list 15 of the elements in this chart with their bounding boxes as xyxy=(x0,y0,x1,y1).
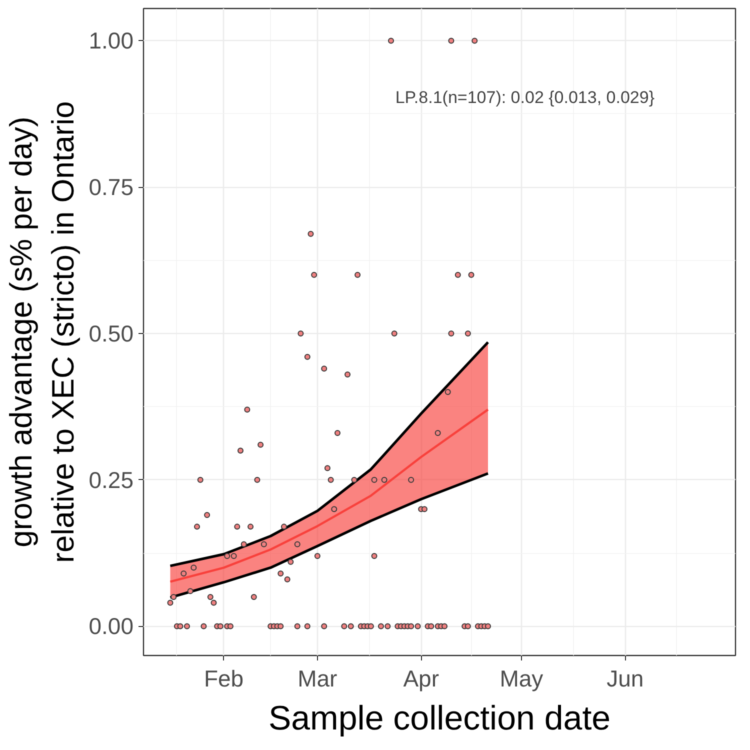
x-tick-label: Mar xyxy=(298,666,338,692)
x-tick-label: May xyxy=(500,666,544,692)
x-tick-label: Apr xyxy=(403,666,440,692)
x-tick-label: Jun xyxy=(606,666,644,692)
x-axis-title: Sample collection date xyxy=(268,700,611,738)
y-tick-label: 0.25 xyxy=(88,466,134,493)
y-tick-label: 1.00 xyxy=(88,28,134,54)
y-tick-label: 0.50 xyxy=(88,320,134,346)
x-tick-label: Feb xyxy=(204,666,244,692)
line-series xyxy=(168,472,490,599)
y-tick-label: 0.75 xyxy=(88,174,134,200)
annotation: LP.8.1(n=107): 0.02 {0.013, 0.029} xyxy=(395,88,655,107)
y-axis-title: growth advantage (s% per day) relative to XEC (stricto) in Ontario xyxy=(4,101,81,563)
line-series xyxy=(169,408,490,583)
y-tick-label: 0.00 xyxy=(88,613,134,640)
